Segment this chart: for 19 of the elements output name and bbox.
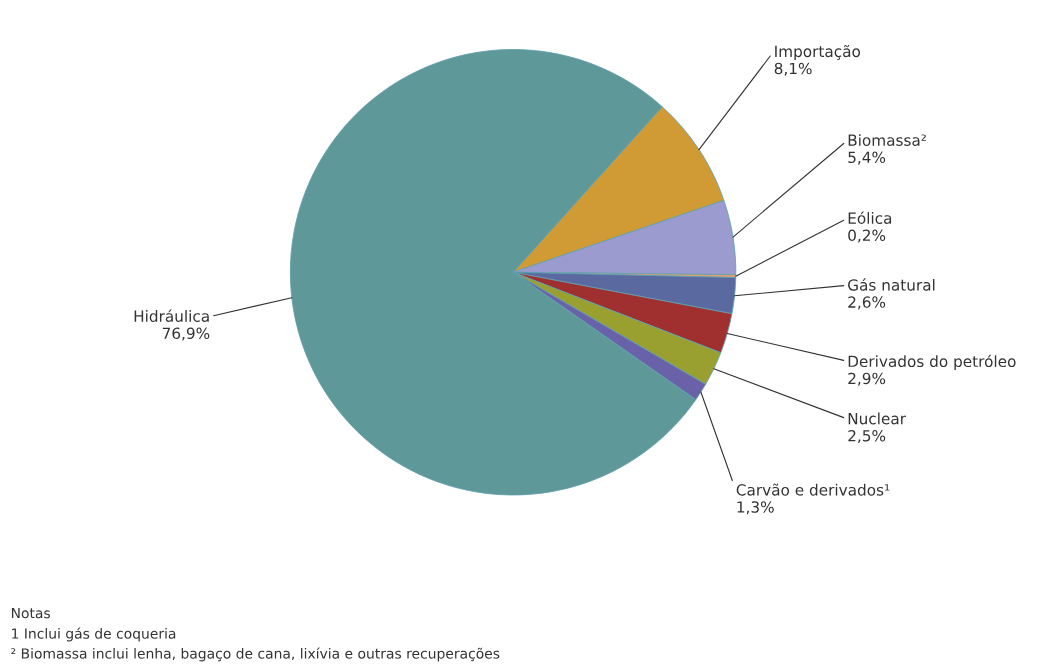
data-label: 2,9% <box>848 372 886 386</box>
data-label: 5,4% <box>848 151 886 165</box>
slice-label: Eólica <box>848 211 892 224</box>
text: 1 Inclui gás de coqueria <box>12 627 176 642</box>
slice-label: Carvão e derivados¹ <box>736 483 890 496</box>
data-label: 76,9% <box>162 327 210 341</box>
text: ² Biomassa inclui lenha, bagaço de cana, lixívia e outras recuperações <box>11 647 500 662</box>
slice-label: Hidráulica <box>134 309 209 322</box>
text: Notas <box>11 607 50 619</box>
data-label: 8,1% <box>774 62 812 76</box>
slice-label: Derivados do petróleo <box>848 354 1016 371</box>
data-label: 0,2% <box>848 229 886 243</box>
data-label: 2,5% <box>848 429 886 444</box>
data-label: 1,3% <box>737 501 774 515</box>
slice-label: Biomassa² <box>848 134 926 146</box>
slice-label: Importação <box>775 45 861 61</box>
slice-label: Gás natural <box>848 278 935 291</box>
data-label: 2,6% <box>848 296 886 310</box>
slice-label: Nuclear <box>848 412 906 425</box>
